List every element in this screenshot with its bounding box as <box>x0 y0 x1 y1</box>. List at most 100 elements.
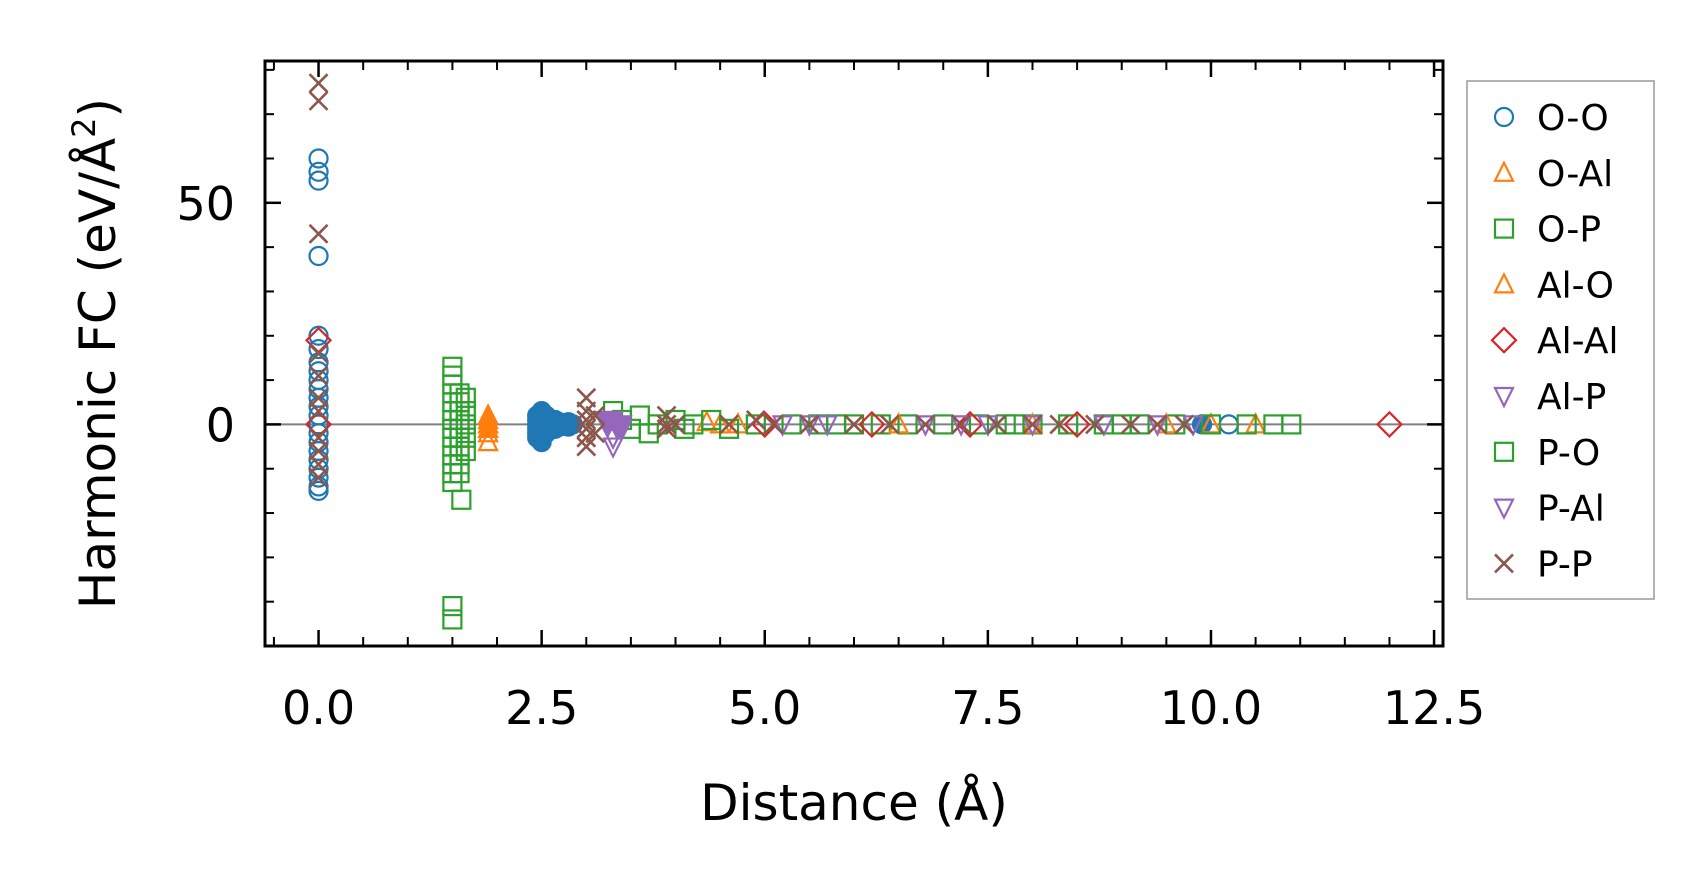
data-point <box>858 410 886 438</box>
data-point <box>956 410 984 438</box>
data-point <box>1375 410 1404 438</box>
data-point <box>1063 410 1091 438</box>
data-point <box>719 414 739 435</box>
data-point <box>455 387 476 408</box>
legend-item: O-P <box>1493 210 1601 251</box>
data-point <box>585 423 606 444</box>
data-point <box>576 436 597 457</box>
data-point <box>951 414 972 435</box>
y-tick-label: 50 <box>176 177 235 231</box>
data-point <box>1049 414 1070 435</box>
x-tick-label: 10.0 <box>1160 681 1262 735</box>
data-point <box>308 148 329 169</box>
x-tick-label: 7.5 <box>951 681 1024 735</box>
data-point <box>816 415 839 437</box>
legend-marker <box>1493 160 1515 182</box>
data-point <box>308 245 329 267</box>
data-point <box>602 437 624 460</box>
series-o-o-dense- <box>527 401 1213 453</box>
data-point <box>455 414 476 435</box>
legend: O-O O-Al O-P Al-O Al-Al Al-P P-O P-Al P-P <box>1466 80 1655 600</box>
data-point <box>763 414 784 435</box>
data-point <box>442 609 463 630</box>
data-point <box>1120 414 1141 435</box>
x-tick-label: 0.0 <box>282 681 355 735</box>
legend-label: O-Al <box>1537 154 1613 195</box>
data-point <box>451 489 472 510</box>
data-point <box>308 467 329 488</box>
data-point <box>455 401 476 422</box>
legend-item: Al-Al <box>1490 321 1618 362</box>
legend-label: P-Al <box>1537 489 1605 530</box>
data-point <box>879 414 900 435</box>
data-point <box>1147 414 1168 435</box>
legend-box <box>1466 80 1655 600</box>
data-point <box>308 365 329 386</box>
legend-item: P-Al <box>1493 489 1605 530</box>
legend-marker <box>1493 441 1515 462</box>
legend-label: P-P <box>1537 544 1593 585</box>
data-point <box>1085 414 1105 435</box>
data-point <box>477 429 499 452</box>
legend-marker <box>1493 218 1515 239</box>
data-point <box>308 480 329 501</box>
ticks-layer: 0.0 2.5 5.0 7.5 10.0 12.5 0 50 <box>176 61 1485 735</box>
legend-item: Al-P <box>1493 377 1606 418</box>
data-point <box>308 401 329 422</box>
legend-label: Al-O <box>1537 265 1614 306</box>
legend-marker <box>1493 498 1515 521</box>
data-point <box>656 414 677 435</box>
x-tick-label: 12.5 <box>1383 681 1485 735</box>
series-al-p-dense- <box>593 410 633 442</box>
legend-marker <box>1490 326 1518 354</box>
series-p-p <box>308 73 1195 488</box>
legend-item: Al-O <box>1493 265 1614 306</box>
data-point <box>798 415 821 437</box>
data-point <box>449 463 470 484</box>
data-point <box>308 170 329 191</box>
data-point <box>1281 414 1302 435</box>
legend-label: Al-P <box>1537 377 1606 418</box>
data-point <box>611 415 633 437</box>
data-point <box>308 338 329 360</box>
data-point <box>308 223 329 244</box>
data-point <box>308 90 329 111</box>
data-point <box>718 418 740 439</box>
data-point <box>986 414 1007 435</box>
data-point <box>1200 414 1222 435</box>
data-point <box>950 415 972 437</box>
data-point <box>1236 414 1257 435</box>
legend-label: Al-Al <box>1537 321 1618 362</box>
data-point <box>1146 415 1169 437</box>
data-point <box>308 467 329 488</box>
legend-marker <box>1494 553 1514 574</box>
legend-item: P-P <box>1494 544 1593 585</box>
data-point <box>477 416 499 438</box>
data-point <box>455 440 476 462</box>
data-point <box>914 415 937 437</box>
data-point <box>844 414 864 435</box>
legend-item: O-Al <box>1493 154 1613 195</box>
x-tick-label: 5.0 <box>728 681 801 735</box>
series-o-al-dense- <box>477 407 499 438</box>
points-layer <box>304 73 1404 630</box>
data-point <box>799 414 820 435</box>
legend-marker <box>1493 386 1515 409</box>
y-axis-label: Harmonic FC (eV/Å2) <box>65 98 127 609</box>
legend-item: O-O <box>1493 98 1609 139</box>
data-point <box>1022 414 1043 435</box>
data-point <box>665 414 686 435</box>
data-point <box>1004 414 1025 435</box>
data-point <box>933 414 954 435</box>
legend-marker <box>1493 271 1515 294</box>
legend-label: O-P <box>1537 210 1601 251</box>
data-point <box>915 414 936 435</box>
y-axis-label-close: ) <box>69 98 127 118</box>
data-point <box>308 343 329 364</box>
data-point <box>585 405 606 426</box>
y-axis-label-main: Harmonic FC (eV/Å <box>69 138 127 609</box>
data-point <box>1021 415 1044 437</box>
